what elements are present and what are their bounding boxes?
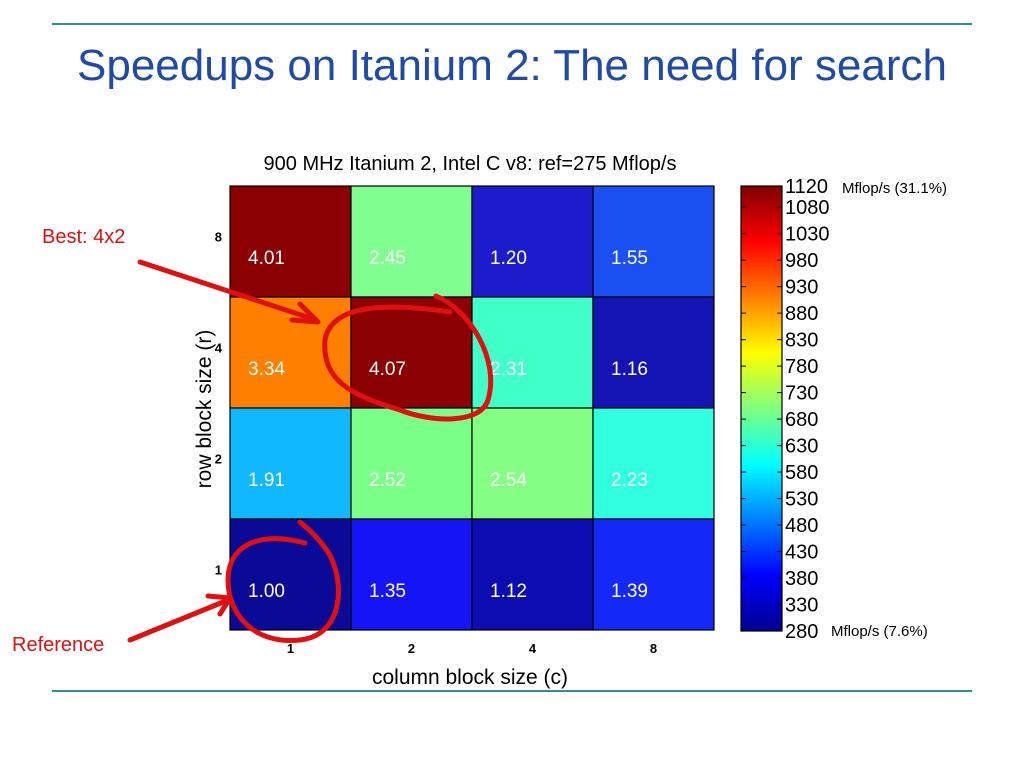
heatmap-cell bbox=[592, 518, 715, 631]
y-tick-label: 1 bbox=[215, 563, 222, 578]
heatmap-cell bbox=[592, 296, 715, 409]
y-axis-label: row block size (r) bbox=[193, 330, 216, 489]
x-tick-label: 4 bbox=[529, 641, 537, 656]
colorbar-tick-label: 1120 bbox=[785, 176, 828, 198]
best-annotation: Best: 4x2 bbox=[42, 226, 126, 248]
cell-value-label: 2.45 bbox=[369, 248, 406, 269]
heatmap-cell bbox=[471, 407, 594, 520]
cell-value-label: 1.39 bbox=[611, 581, 648, 602]
reference-circle bbox=[225, 519, 341, 644]
cell-value-label: 1.12 bbox=[490, 581, 527, 602]
x-tick-label: 1 bbox=[287, 641, 294, 656]
heatmap-cell bbox=[350, 296, 473, 409]
y-tick-label: 8 bbox=[215, 230, 222, 245]
heatmap-cell bbox=[471, 185, 594, 298]
colorbar-tick-label: 780 bbox=[785, 356, 818, 378]
top-rule bbox=[52, 23, 972, 25]
best-arrow-head bbox=[289, 301, 321, 325]
colorbar-max-note: Mflop/s (31.1%) bbox=[842, 180, 948, 197]
y-tick-label: 2 bbox=[215, 452, 222, 467]
cell-value-label: 1.20 bbox=[490, 248, 527, 269]
cell-value-label: 3.34 bbox=[248, 359, 285, 380]
annotation-strokes bbox=[127, 259, 494, 644]
reference-annotation: Reference bbox=[12, 634, 105, 656]
heatmap-cells: 4.01 2.45 1.20 1.55 3.34 4.07 2.31 1.16 1.91 2.52… bbox=[229, 185, 715, 631]
cell-value-label: 2.31 bbox=[490, 359, 527, 380]
colorbar bbox=[740, 185, 783, 632]
cell-value-label: 1.00 bbox=[248, 581, 285, 602]
heatmap-cell bbox=[350, 185, 473, 298]
cell-value-label: 1.35 bbox=[369, 581, 406, 602]
cell-value-label: 1.16 bbox=[611, 359, 648, 380]
colorbar-tick-label: 480 bbox=[785, 515, 818, 537]
y-tick-labels: 8 4 2 1 bbox=[215, 230, 223, 578]
bottom-rule bbox=[52, 690, 972, 692]
colorbar-tick-label: 1030 bbox=[785, 224, 830, 246]
x-tick-label: 8 bbox=[650, 641, 657, 656]
cell-value-label: 2.52 bbox=[369, 470, 406, 491]
x-tick-label: 2 bbox=[408, 641, 415, 656]
heatmap-cell bbox=[592, 185, 715, 298]
chart-title: 900 MHz Itanium 2, Intel C v8: ref=275 M… bbox=[264, 153, 677, 175]
colorbar-tick-label: 430 bbox=[785, 542, 818, 564]
reference-arrow-head bbox=[205, 593, 233, 617]
colorbar-tick-label: 330 bbox=[785, 595, 818, 617]
best-arrow-line bbox=[137, 259, 313, 321]
x-axis-label: column block size (c) bbox=[372, 666, 568, 689]
colorbar-tick-label: 930 bbox=[785, 277, 818, 299]
heatmap-cell bbox=[229, 185, 352, 298]
colorbar-tick-label: 280 bbox=[785, 621, 818, 643]
colorbar-tick-label: 680 bbox=[785, 409, 818, 431]
heatmap-cell bbox=[229, 407, 352, 520]
colorbar-tick-label: 380 bbox=[785, 568, 818, 590]
cell-value-label: 4.01 bbox=[248, 248, 285, 269]
heatmap-cell bbox=[471, 518, 594, 631]
best-circle bbox=[322, 293, 494, 422]
colorbar-tick-label: 830 bbox=[785, 330, 818, 352]
heatmap-cell bbox=[350, 518, 473, 631]
colorbar-tick-label: 980 bbox=[785, 250, 818, 272]
colorbar-tick-label: 1080 bbox=[785, 197, 830, 219]
heatmap-cell bbox=[592, 407, 715, 520]
colorbar-tick-label: 880 bbox=[785, 303, 818, 325]
colorbar-tick-label: 580 bbox=[785, 462, 818, 484]
colorbar-min-note: Mflop/s (7.6%) bbox=[831, 623, 928, 640]
colorbar-tick-label: 730 bbox=[785, 383, 818, 405]
cell-value-label: 2.23 bbox=[611, 470, 648, 491]
cell-value-label: 1.55 bbox=[611, 248, 648, 269]
cell-value-label: 1.91 bbox=[248, 470, 285, 491]
y-tick-label: 4 bbox=[215, 341, 223, 356]
colorbar-tick-label: 630 bbox=[785, 436, 818, 458]
cell-value-label: 2.54 bbox=[490, 470, 527, 491]
x-tick-labels: 1 2 4 8 bbox=[287, 641, 657, 656]
colorbar-tick-label: 530 bbox=[785, 489, 818, 511]
heatmap-cell bbox=[350, 407, 473, 520]
heatmap-cell bbox=[229, 296, 352, 409]
cell-value-label: 4.07 bbox=[369, 359, 406, 380]
reference-arrow-line bbox=[127, 597, 231, 643]
slide-title: Speedups on Itanium 2: The need for sear… bbox=[77, 41, 947, 90]
